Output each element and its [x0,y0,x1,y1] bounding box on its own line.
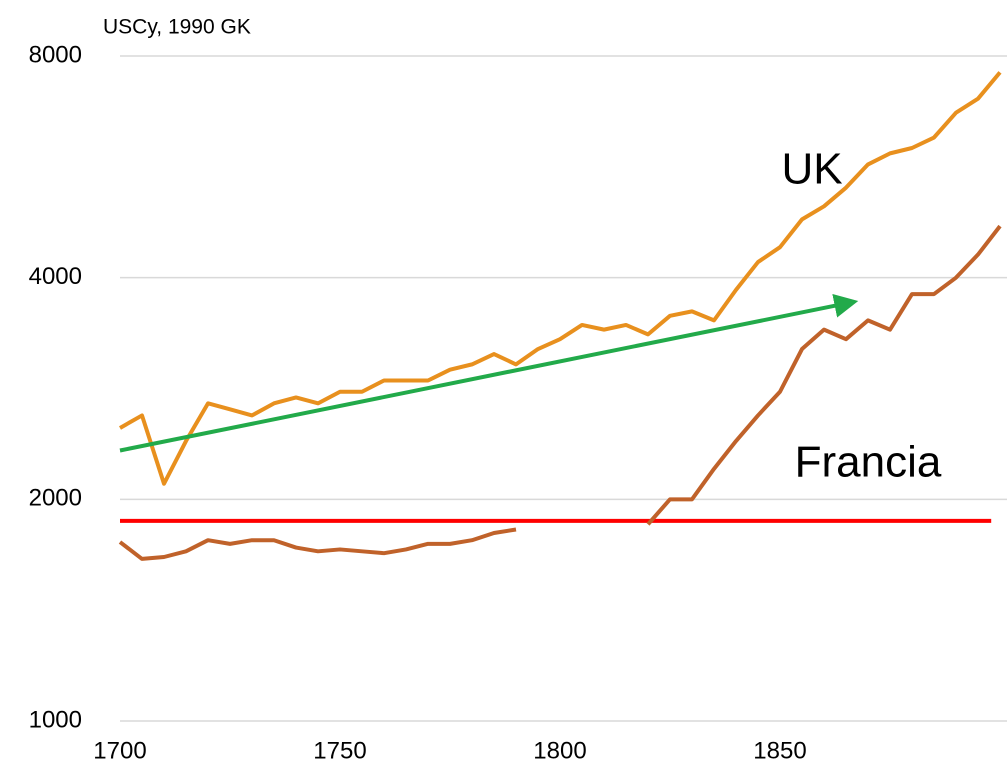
series-line [119,71,1002,486]
x-tick-label: 1750 [313,737,366,764]
y-tick-label: 1000 [29,706,82,733]
trend-arrow [119,294,859,453]
y-tick-label: 2000 [29,485,82,512]
x-tick-label: 1800 [533,737,586,764]
x-tick-label: 1700 [93,737,146,764]
series-line [118,224,1002,561]
y-tick-label: 4000 [29,263,82,290]
series-label: UK [781,145,842,194]
x-tick-label: 1850 [753,737,806,764]
series-label: Francia [795,438,942,487]
y-tick-label: 8000 [29,41,82,68]
chart-title: USCy, 1990 GK [103,16,251,39]
